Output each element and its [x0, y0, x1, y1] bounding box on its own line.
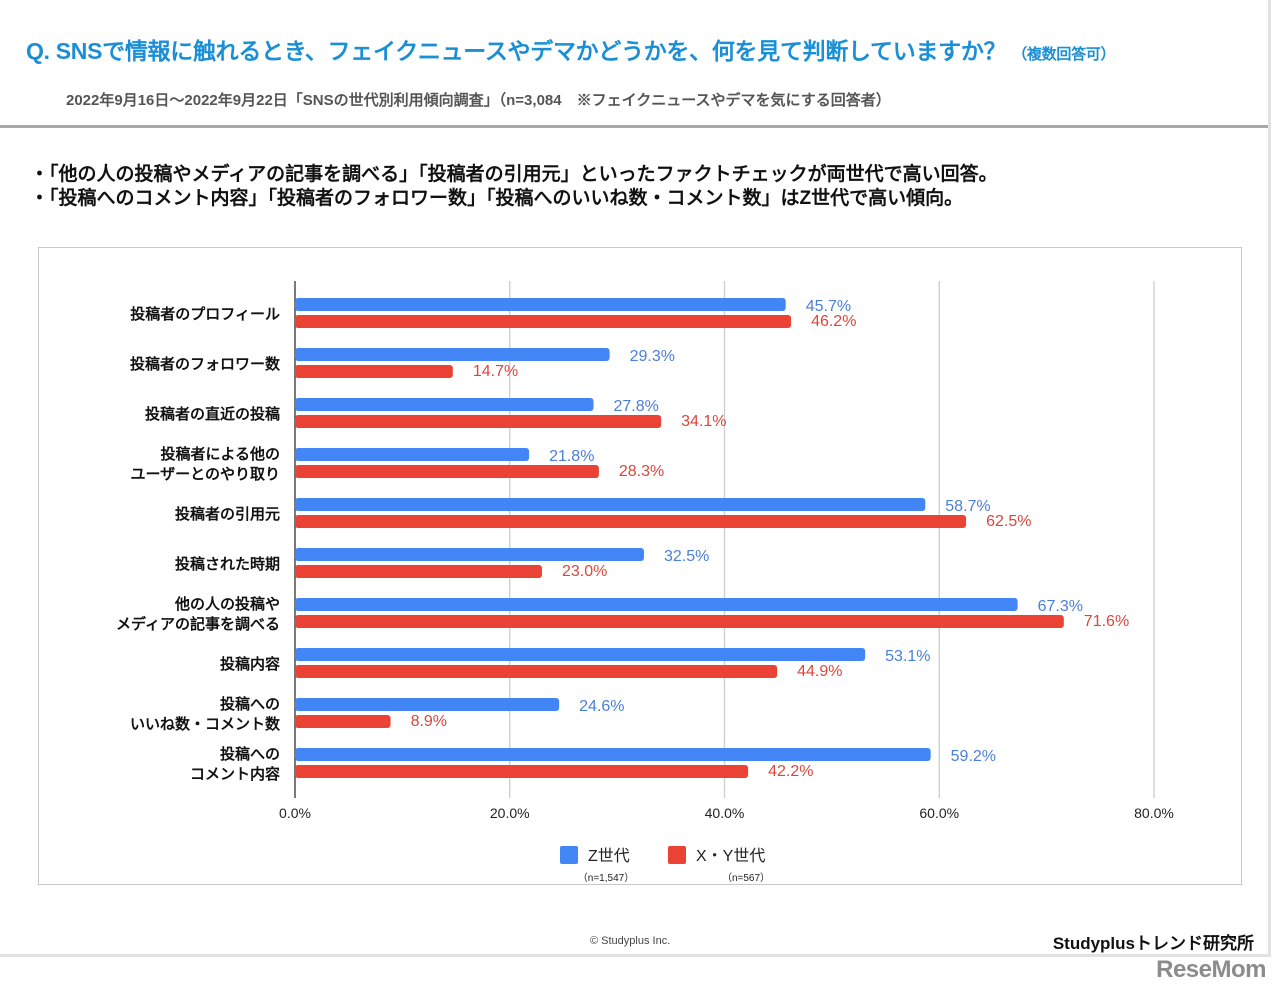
data-label: 67.3% — [1038, 598, 1083, 615]
category-label: 投稿者のフォロワー数 — [130, 355, 281, 373]
category-label: 投稿への — [220, 695, 280, 713]
bar-z-generation — [295, 598, 1018, 611]
bar-z-generation — [295, 348, 610, 361]
data-label: 21.8% — [549, 448, 594, 465]
data-label: 34.1% — [681, 413, 726, 430]
bar-z-generation — [295, 498, 926, 511]
x-tick-label: 80.0% — [1134, 805, 1174, 821]
watermark-logo: ReseMom — [1156, 956, 1266, 983]
data-label: 24.6% — [579, 698, 624, 715]
bar-z-generation — [295, 748, 931, 761]
category-label: 他の人の投稿や — [174, 595, 280, 613]
category-label: 投稿への — [220, 745, 280, 763]
bar-xy-generation — [295, 565, 542, 578]
bar-xy-generation — [295, 615, 1064, 628]
data-label: 28.3% — [619, 463, 664, 480]
summary-bullet: ・「他の人の投稿やメディアの記事を調べる」「投稿者の引用元」といったファクトチェ… — [30, 164, 998, 185]
question-note: （複数回答可） — [1012, 46, 1116, 63]
legend-sample-size: （n=1,547） — [578, 872, 634, 884]
data-label: 42.2% — [768, 763, 813, 780]
bar-xy-generation — [295, 715, 391, 728]
data-label: 8.9% — [411, 713, 447, 730]
legend-swatch — [560, 846, 578, 864]
x-tick-label: 40.0% — [705, 805, 745, 821]
header-divider — [0, 125, 1268, 128]
survey-subtitle: 2022年9月16日～2022年9月22日「SNSの世代別利用傾向調査」（n=3… — [66, 92, 891, 109]
bar-z-generation — [295, 548, 644, 561]
bar-xy-generation — [295, 415, 662, 428]
category-label: 投稿者のプロフィール — [130, 305, 280, 323]
bar-z-generation — [295, 698, 560, 711]
chart-frame — [38, 247, 1242, 885]
data-label: 58.7% — [945, 498, 990, 515]
category-label: コメント内容 — [190, 765, 280, 783]
x-tick-label: 0.0% — [279, 805, 311, 821]
category-label: メディアの記事を調べる — [116, 615, 280, 633]
category-label: 投稿内容 — [220, 655, 280, 673]
legend-swatch — [668, 846, 686, 864]
bar-xy-generation — [295, 465, 599, 478]
question-text: Q. SNSで情報に触れるとき、フェイクニュースやデマかどうかを、何を見て判断し… — [26, 38, 1007, 64]
brand-logo: Studyplusトレンド研究所 — [1052, 934, 1254, 953]
bar-xy-generation — [295, 315, 792, 328]
copyright: © Studyplus Inc. — [590, 935, 671, 947]
data-label: 45.7% — [806, 298, 851, 315]
data-label: 62.5% — [986, 513, 1031, 530]
data-label: 59.2% — [951, 748, 996, 765]
data-label: 53.1% — [885, 648, 930, 665]
x-tick-label: 20.0% — [490, 805, 530, 821]
category-label: 投稿された時期 — [175, 555, 280, 573]
bar-xy-generation — [295, 765, 749, 778]
data-label: 23.0% — [562, 563, 607, 580]
data-label: 44.9% — [797, 663, 842, 680]
category-label: 投稿者の直近の投稿 — [145, 405, 280, 423]
data-label: 46.2% — [811, 313, 856, 330]
category-label: 投稿者による他の — [160, 445, 280, 463]
data-label: 14.7% — [473, 363, 518, 380]
bar-xy-generation — [295, 665, 778, 678]
data-label: 27.8% — [614, 398, 659, 415]
slide-page: Q. SNSで情報に触れるとき、フェイクニュースやデマかどうかを、何を見て判断し… — [0, 0, 1271, 957]
category-label: ユーザーとのやり取り — [130, 466, 280, 483]
legend-label: Z世代 — [588, 847, 630, 865]
category-label: 投稿者の引用元 — [175, 505, 280, 523]
data-label: 71.6% — [1084, 613, 1129, 630]
legend-label: X・Y世代 — [696, 847, 765, 865]
data-label: 29.3% — [630, 348, 675, 365]
category-label: いいね数・コメント数 — [130, 715, 281, 733]
question-title: Q. SNSで情報に触れるとき、フェイクニュースやデマかどうかを、何を見て判断し… — [26, 32, 1115, 66]
bar-z-generation — [295, 648, 866, 661]
x-tick-label: 60.0% — [919, 805, 959, 821]
bar-xy-generation — [295, 515, 967, 528]
data-label: 32.5% — [664, 548, 709, 565]
legend-sample-size: （n=567） — [722, 872, 770, 884]
bar-z-generation — [295, 398, 594, 411]
bar-z-generation — [295, 448, 530, 461]
bar-xy-generation — [295, 365, 453, 378]
bar-z-generation — [295, 298, 786, 311]
summary-bullets: ・「他の人の投稿やメディアの記事を調べる」「投稿者の引用元」といったファクトチェ… — [30, 163, 998, 211]
summary-bullet: ・「投稿へのコメント内容」「投稿者のフォロワー数」「投稿へのいいね数・コメント数… — [30, 188, 964, 209]
